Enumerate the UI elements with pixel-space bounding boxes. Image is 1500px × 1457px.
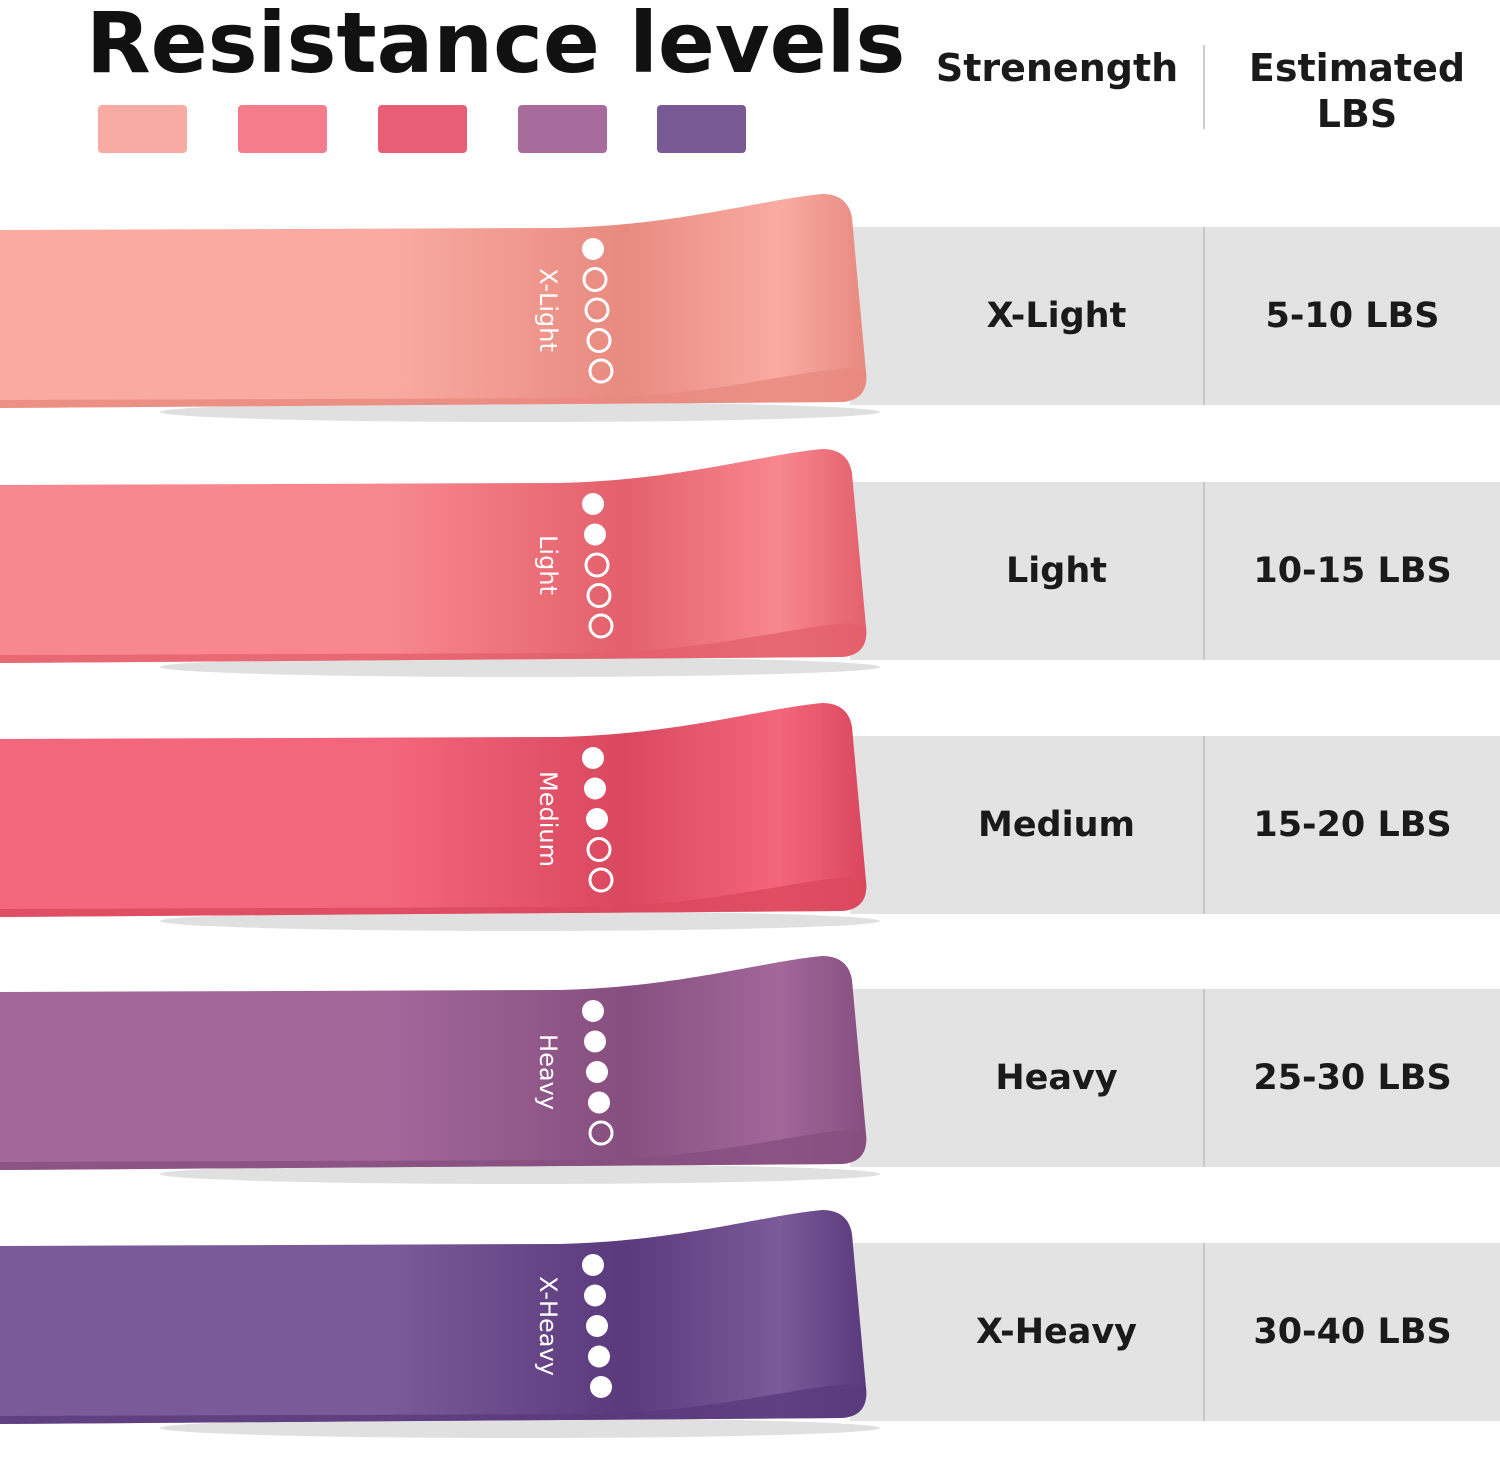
band-fold [0,1384,867,1424]
column-divider [1203,227,1205,405]
color-swatch [378,105,467,153]
strength-cell: Light [1005,551,1107,591]
lbs-cell: 15-20 LBS [1253,805,1452,845]
level-dot-filled [584,1030,606,1053]
level-dot-empty [586,837,612,862]
color-swatch [98,105,187,153]
band-fold [0,368,867,408]
level-dot-filled [588,1345,610,1368]
header-estimated-lbs: Estimated LBS [1248,46,1466,136]
level-dot-filled [582,238,604,260]
level-dot-filled [586,1061,608,1083]
level-dot-filled [586,1315,608,1337]
table-row: X-Heavy 30-40 LBS [850,1243,1500,1421]
level-dot-empty [588,613,614,639]
table-row: Light 10-15 LBS [850,482,1500,660]
level-dot-empty [586,328,612,353]
level-dot-filled [584,523,606,546]
band-label: X-Heavy [534,1276,562,1376]
level-dot-empty [588,1120,614,1146]
level-dot-filled [582,1000,604,1022]
color-swatch [518,105,607,153]
band-fold [0,1130,867,1170]
strength-cell: Medium [977,805,1135,845]
resistance-band [0,1210,867,1424]
resistance-band [0,449,867,663]
lbs-cell: 10-15 LBS [1253,551,1452,591]
column-divider [1203,989,1205,1167]
level-dot-filled [582,1254,604,1276]
band-fold [0,623,867,663]
level-dot-empty [586,583,612,608]
lbs-cell: 30-40 LBS [1253,1312,1452,1352]
header-divider [1203,45,1205,129]
table-row: Medium 15-20 LBS [850,736,1500,914]
lbs-cell: 25-30 LBS [1253,1058,1452,1098]
level-dot-filled [582,747,604,769]
page-title: Resistance levels [86,0,906,92]
strength-cell: X-Light [986,296,1127,336]
band-shadow [160,402,880,422]
level-dot-empty [584,297,610,323]
level-dot-empty [588,867,614,893]
level-dot-filled [584,777,606,800]
band-shadow [160,1164,880,1184]
level-dot-empty [588,358,614,384]
column-divider [1203,1243,1205,1421]
bands-illustration [0,194,880,1438]
resistance-band [0,194,867,408]
resistance-band [0,703,867,917]
column-divider [1203,736,1205,914]
color-swatch [657,105,746,153]
band-shadow [160,657,880,677]
level-dot-empty [582,267,608,292]
band-fold [0,877,867,917]
column-divider [1203,482,1205,660]
level-dot-filled [582,493,604,515]
table-row: X-Light 5-10 LBS [850,227,1500,405]
band-label: Heavy [534,1034,562,1110]
lbs-cell: 5-10 LBS [1265,296,1440,336]
color-swatch [238,105,327,153]
band-shadow [160,911,880,931]
level-dot-filled [584,1284,606,1307]
band-label: X-Light [534,268,562,352]
level-dot-filled [588,1091,610,1114]
level-dot-empty [584,552,610,578]
band-label: Light [534,535,562,595]
level-dot-filled [586,808,608,830]
header-strength: Strenength [935,46,1179,90]
resistance-band [0,956,867,1170]
band-label: Medium [534,771,562,867]
strength-cell: X-Heavy [976,1312,1137,1352]
level-dot-filled [590,1376,612,1398]
band-shadow [160,1418,880,1438]
strength-cell: Heavy [995,1058,1118,1098]
table-row: Heavy 25-30 LBS [850,989,1500,1167]
